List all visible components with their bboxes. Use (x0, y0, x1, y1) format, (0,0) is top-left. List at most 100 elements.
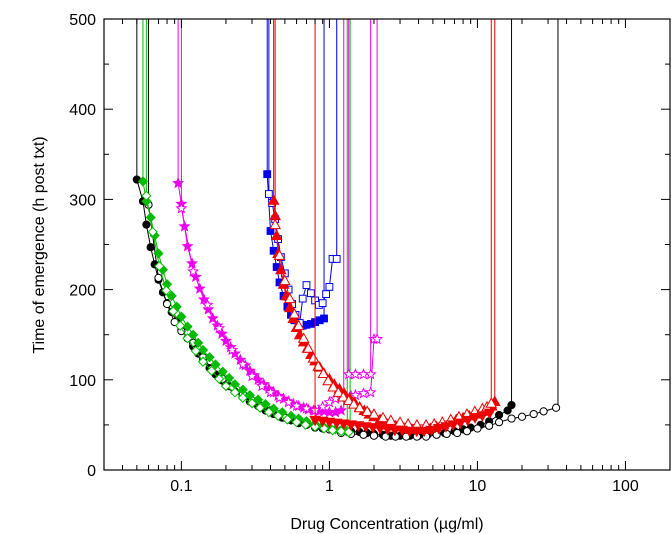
data-point (485, 397, 498, 408)
data-point (264, 190, 273, 198)
data-point (332, 386, 345, 397)
data-point (322, 374, 334, 386)
series-3 (137, 19, 352, 437)
y-axis-title: Time of emergence (h post txt) (31, 136, 48, 353)
data-point (146, 243, 155, 252)
data-point (263, 407, 274, 418)
data-point (176, 311, 187, 322)
data-point (318, 299, 327, 308)
data-point (371, 332, 384, 345)
data-point (374, 424, 386, 435)
data-point (364, 386, 377, 398)
data-point (204, 352, 215, 363)
data-point (317, 367, 330, 378)
data-point (381, 424, 394, 436)
axis-layer: 0.1 1 10 100 0 100 200 300 400 500 (69, 12, 670, 495)
data-point (462, 427, 472, 436)
data-point (349, 368, 362, 380)
data-point (432, 424, 445, 435)
data-point (320, 314, 328, 323)
data-point (246, 398, 258, 409)
y-tick-label: 500 (69, 12, 96, 29)
data-point (213, 322, 226, 334)
data-point (237, 392, 248, 403)
data-point (255, 379, 268, 392)
data-point (469, 413, 481, 424)
data-point (223, 372, 235, 384)
data-point (229, 387, 241, 398)
y-tick-label: 100 (69, 373, 96, 390)
data-point (551, 403, 561, 412)
data-point (529, 409, 538, 419)
data-point (335, 404, 348, 416)
data-point (253, 394, 264, 405)
data-point (214, 373, 225, 385)
data-point (403, 426, 416, 438)
data-point (166, 290, 177, 302)
data-point (368, 408, 380, 419)
data-point (288, 307, 301, 319)
data-point (220, 381, 232, 392)
series-line (273, 200, 496, 430)
data-point (300, 402, 313, 414)
data-point (327, 425, 338, 436)
y-tick-label: 300 (69, 192, 96, 209)
data-point (141, 196, 152, 207)
data-point (264, 386, 277, 398)
data-point (236, 358, 249, 370)
data-point (447, 420, 460, 431)
data-point (297, 332, 310, 343)
data-point (168, 306, 179, 317)
data-point (384, 414, 397, 425)
x-tick-label: 0.1 (170, 478, 192, 495)
data-point (190, 345, 201, 357)
data-point (279, 274, 291, 286)
data-point (147, 226, 158, 237)
data-point (273, 249, 286, 260)
data-point (234, 353, 247, 366)
data-point (298, 294, 307, 303)
series-7 (342, 19, 377, 380)
data-point (161, 285, 172, 296)
data-point (217, 366, 228, 377)
data-point (175, 202, 188, 214)
data-point (402, 432, 411, 441)
data-point (290, 399, 303, 412)
data-point (377, 411, 389, 423)
y-tick-label: 400 (69, 102, 96, 119)
data-point (182, 333, 193, 344)
series-2 (144, 19, 561, 441)
data-point (494, 418, 504, 427)
data-point (349, 388, 362, 401)
data-point (345, 420, 357, 431)
data-point (245, 369, 259, 382)
data-point (193, 337, 204, 348)
data-point (352, 421, 365, 432)
series-11 (269, 19, 498, 430)
data-point (316, 400, 329, 412)
data-point (142, 220, 151, 229)
data-point (309, 421, 321, 432)
data-point (425, 425, 438, 437)
series-10 (267, 19, 501, 434)
y-tick-label: 200 (69, 283, 96, 300)
data-point (517, 412, 527, 421)
data-point (312, 360, 325, 371)
data-point (309, 415, 321, 427)
data-point (347, 398, 360, 409)
data-point (389, 425, 401, 437)
data-point (539, 407, 548, 416)
data-point (269, 218, 282, 230)
series-12 (309, 19, 496, 438)
data-point (268, 403, 279, 414)
data-point (282, 396, 295, 408)
data-point (476, 411, 489, 422)
data-point (263, 170, 272, 179)
data-point (187, 265, 200, 277)
data-point (267, 194, 280, 205)
data-point (461, 415, 474, 427)
data-point (359, 430, 368, 439)
data-point (206, 312, 219, 324)
data-point (503, 406, 512, 415)
